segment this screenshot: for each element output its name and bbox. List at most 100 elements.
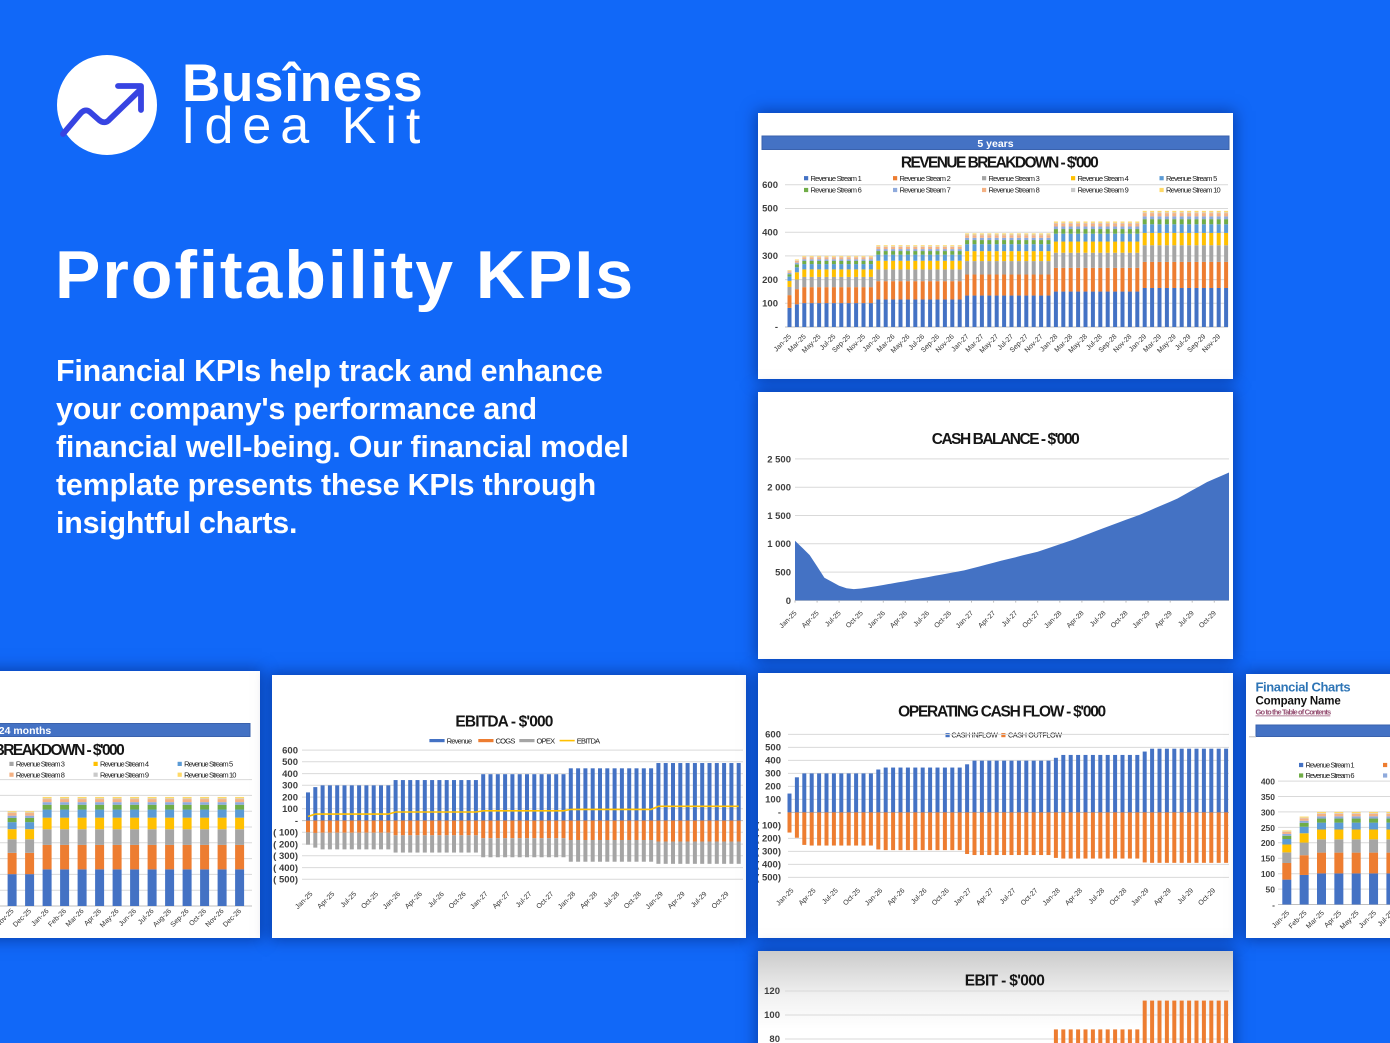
svg-text:Jan-27: Jan-27 <box>953 887 973 907</box>
svg-text:Apr-25: Apr-25 <box>317 891 337 911</box>
svg-text:1 000: 1 000 <box>767 539 791 550</box>
svg-text:300: 300 <box>762 251 778 262</box>
svg-text:Jan-26: Jan-26 <box>867 610 887 630</box>
svg-text:Oct-25: Oct-25 <box>360 891 380 911</box>
svg-text:Revenue Stream 5: Revenue Stream 5 <box>184 760 233 769</box>
svg-text:300: 300 <box>282 781 298 792</box>
svg-text:Oct-29: Oct-29 <box>711 891 731 911</box>
svg-text:24 months: 24 months <box>0 725 51 737</box>
svg-text:Jan-29: Jan-29 <box>1132 610 1152 630</box>
svg-text:200: 200 <box>1261 838 1275 848</box>
svg-text:Jul-29: Jul-29 <box>1177 887 1196 906</box>
svg-text:( 200): ( 200) <box>273 839 298 850</box>
svg-text:Jul-27: Jul-27 <box>1001 610 1020 629</box>
svg-text:350: 350 <box>1261 792 1275 802</box>
svg-text:Jul-25: Jul-25 <box>824 610 843 629</box>
svg-text:Jan-25: Jan-25 <box>779 610 799 630</box>
svg-text:EBITDA: EBITDA <box>577 736 600 745</box>
svg-text:( 500): ( 500) <box>758 873 781 884</box>
svg-text:600: 600 <box>765 730 781 741</box>
svg-text:Oct-28: Oct-28 <box>1109 887 1129 907</box>
svg-text:Jul-28: Jul-28 <box>603 891 622 910</box>
svg-text:Apr-27: Apr-27 <box>975 887 995 907</box>
svg-text:Oct-27: Oct-27 <box>1022 610 1042 630</box>
svg-text:-: - <box>778 808 781 819</box>
svg-text:Oct-29: Oct-29 <box>1198 610 1218 630</box>
svg-text:Aug-26: Aug-26 <box>152 908 173 929</box>
svg-text:Jan-29: Jan-29 <box>645 891 665 911</box>
svg-text:( 300): ( 300) <box>758 847 781 858</box>
svg-text:Jul-26: Jul-26 <box>427 891 446 910</box>
svg-text:EBITDA - $'000: EBITDA - $'000 <box>455 714 552 731</box>
svg-text:Apr-27: Apr-27 <box>492 891 512 911</box>
svg-text:600: 600 <box>762 180 778 191</box>
svg-text:Apr-28: Apr-28 <box>1064 887 1084 907</box>
svg-text:Apr-26: Apr-26 <box>404 891 424 911</box>
svg-text:-: - <box>1272 900 1275 910</box>
svg-text:1 500: 1 500 <box>767 511 791 522</box>
svg-text:Financial Charts: Financial Charts <box>1256 679 1351 694</box>
svg-text:Apr-25: Apr-25 <box>801 610 821 630</box>
svg-text:Oct-25: Oct-25 <box>845 610 865 630</box>
svg-text:Revenue Stream 4: Revenue Stream 4 <box>1078 174 1129 183</box>
svg-text:Jan-25: Jan-25 <box>775 887 795 907</box>
svg-text:( 100): ( 100) <box>273 828 298 839</box>
svg-text:600: 600 <box>282 745 298 756</box>
svg-text:Dec-26: Dec-26 <box>222 908 243 929</box>
svg-text:Apr-29: Apr-29 <box>1154 610 1174 630</box>
svg-text:-: - <box>295 816 298 827</box>
svg-text:Jul-29: Jul-29 <box>1177 610 1196 629</box>
svg-text:Oct-26: Oct-26 <box>931 887 951 907</box>
svg-text:Apr-25: Apr-25 <box>798 887 818 907</box>
svg-text:Jul-28: Jul-28 <box>1089 610 1108 629</box>
svg-text:200: 200 <box>282 792 298 803</box>
svg-text:Jul-25: Jul-25 <box>340 891 359 910</box>
svg-text:Oct-28: Oct-28 <box>1110 610 1130 630</box>
svg-text:Revenue Stream 1: Revenue Stream 1 <box>811 174 862 183</box>
svg-text:50: 50 <box>1266 885 1276 895</box>
svg-text:Revenue Stream 9: Revenue Stream 9 <box>100 770 149 779</box>
svg-text:Revenue: Revenue <box>447 736 472 745</box>
svg-text:-: - <box>775 322 778 333</box>
svg-text:Feb-26: Feb-26 <box>47 908 68 929</box>
svg-text:Revenue Stream 5: Revenue Stream 5 <box>1166 174 1217 183</box>
svg-text:Revenue Stream 3: Revenue Stream 3 <box>989 174 1040 183</box>
svg-text:Oct-27: Oct-27 <box>536 891 556 911</box>
svg-text:( 300): ( 300) <box>273 851 298 862</box>
svg-text:( 200): ( 200) <box>758 834 781 845</box>
svg-text:Revenue Stream 3: Revenue Stream 3 <box>16 760 65 769</box>
svg-text:Jul-29: Jul-29 <box>690 891 709 910</box>
svg-text:OPERATING CASH FLOW - $'000: OPERATING CASH FLOW - $'000 <box>898 704 1105 721</box>
svg-text:Apr-27: Apr-27 <box>977 610 997 630</box>
svg-text:REVENUE BREAKDOWN - $'000: REVENUE BREAKDOWN - $'000 <box>901 154 1098 171</box>
svg-text:EBIT - $'000: EBIT - $'000 <box>965 973 1044 990</box>
svg-text:500: 500 <box>282 757 298 768</box>
svg-text:Jul-27: Jul-27 <box>999 887 1018 906</box>
svg-text:Jul-28: Jul-28 <box>1088 887 1107 906</box>
svg-text:500: 500 <box>762 204 778 215</box>
svg-text:Revenue Stream 10: Revenue Stream 10 <box>184 770 236 779</box>
svg-text:Jun-26: Jun-26 <box>118 908 138 928</box>
svg-text:Revenue Stream 6: Revenue Stream 6 <box>1306 771 1355 780</box>
svg-text:Revenue Stream 1: Revenue Stream 1 <box>1306 761 1355 770</box>
svg-text:Apr-26: Apr-26 <box>889 610 909 630</box>
svg-text:CASH BALANCE - $'000: CASH BALANCE - $'000 <box>932 431 1079 448</box>
svg-text:Jan-28: Jan-28 <box>557 891 577 911</box>
svg-text:5 years: 5 years <box>977 138 1013 150</box>
svg-text:CASH OUTFLOW: CASH OUTFLOW <box>1008 731 1062 740</box>
svg-text:Company Name: Company Name <box>1256 695 1341 707</box>
svg-text:100: 100 <box>282 804 298 815</box>
svg-text:100: 100 <box>764 1010 780 1021</box>
svg-text:0: 0 <box>786 596 791 607</box>
svg-text:Revenue Stream 8: Revenue Stream 8 <box>989 186 1040 195</box>
svg-text:REVENUE BREAKDOWN - $'000: REVENUE BREAKDOWN - $'000 <box>0 742 124 759</box>
svg-text:500: 500 <box>775 568 791 579</box>
svg-text:400: 400 <box>282 769 298 780</box>
svg-text:Feb-25: Feb-25 <box>1288 910 1309 931</box>
svg-text:OPEX: OPEX <box>537 736 556 745</box>
svg-text:Jan-26: Jan-26 <box>382 891 402 911</box>
svg-text:100: 100 <box>765 795 781 806</box>
svg-text:200: 200 <box>762 275 778 286</box>
svg-text:Dec-25: Dec-25 <box>12 908 33 929</box>
svg-text:500: 500 <box>765 743 781 754</box>
